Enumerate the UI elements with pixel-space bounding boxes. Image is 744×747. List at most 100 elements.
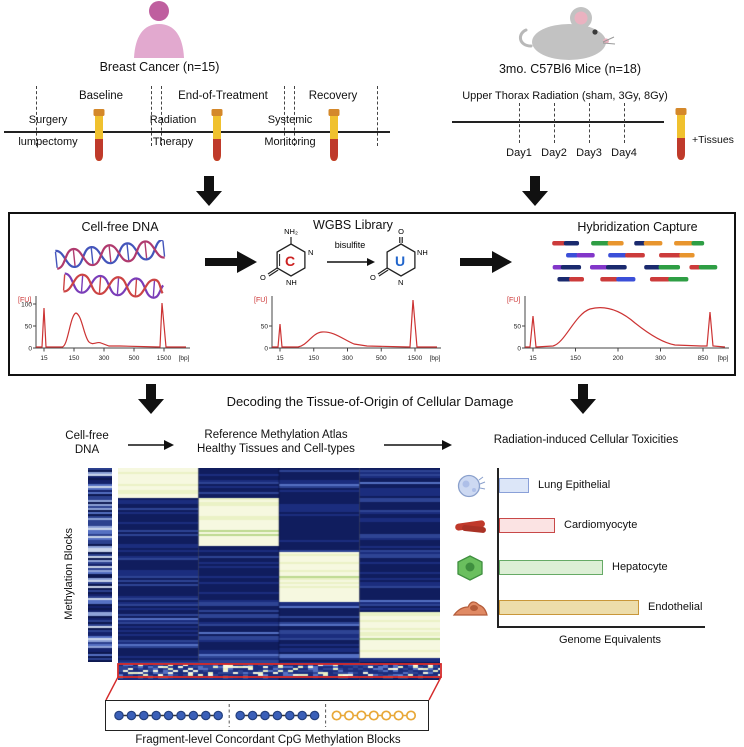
unmethylated-cpg-dot <box>381 710 392 721</box>
cfdna-node-label: Cell-free DNA <box>65 430 109 457</box>
phase-divider <box>36 86 37 146</box>
wgbs-title: WGBS Library <box>313 218 393 232</box>
unmethylated-cpg-dot <box>343 710 355 721</box>
y-unit-label: [FU] <box>507 297 520 304</box>
day-tick <box>519 103 520 143</box>
cfdna-title: Cell-free DNA <box>81 220 159 234</box>
uracil-o-left-label: O <box>370 273 376 282</box>
capture-electropherogram: [FU] 50 0 15 150 200 300 850 [bp] <box>505 290 735 371</box>
cytosine-ring <box>276 243 306 277</box>
y-tick-label: 50 <box>25 324 33 331</box>
methylated-cpg-dot <box>272 710 283 721</box>
genome-equivalents-x-axis <box>497 626 705 628</box>
cardiomyocyte-icon <box>455 520 486 533</box>
endothelial-icon <box>452 601 488 616</box>
methylation-blocks-axis: Methylation Blocks <box>60 468 78 680</box>
phase-label-recovery: Recovery <box>308 90 358 102</box>
cytosine-amine-label: NH₂ <box>284 227 298 236</box>
x-tick-label: 1500 <box>408 355 423 362</box>
x-tick-label: 150 <box>69 355 80 362</box>
phase-divider <box>151 86 152 146</box>
tissues-label: +Tissues <box>692 134 734 146</box>
unmethylated-cpg-dot <box>393 710 404 721</box>
y-tick-label: 100 <box>21 302 32 309</box>
cytosine-letter: C <box>285 253 295 269</box>
day-label: Day3 <box>576 147 602 159</box>
cytosine-n-label: N <box>308 248 313 257</box>
methylated-cpg-dot <box>114 710 124 721</box>
x-tick-label: 15 <box>529 355 537 362</box>
down-arrow-icon <box>196 176 222 206</box>
x-tick-label: 150 <box>570 355 581 362</box>
legend-bar <box>499 478 529 493</box>
y-unit-label: [FU] <box>18 297 31 304</box>
day-label: Day2 <box>541 147 567 159</box>
flow-arrow-icon <box>128 440 174 450</box>
y-tick-label: 0 <box>28 346 32 353</box>
x-unit-label: [bp] <box>718 355 729 362</box>
day-tick <box>589 103 590 143</box>
methylated-cpg-dot <box>235 710 245 721</box>
fragment-dots-art <box>114 704 417 727</box>
cell-type-legend: Lung Epithelial Cardiomyocyte Hepatocyte <box>450 464 744 660</box>
workflow-box: Cell-free DNA <box>8 212 736 376</box>
methylated-cpg-dot <box>213 710 223 721</box>
stage-label-therapy: Therapy <box>152 136 194 148</box>
y-tick-label: 50 <box>514 324 522 331</box>
x-tick-label: 200 <box>613 355 624 362</box>
methylated-cpg-dot <box>309 710 320 721</box>
hepatocyte-icon <box>457 555 483 581</box>
methylated-cpg-dot <box>260 710 270 721</box>
legend-label: Cardiomyocyte <box>564 519 638 531</box>
unmethylated-cpg-dot <box>368 710 379 721</box>
methylated-cpg-dot <box>126 710 137 721</box>
x-tick-label: 500 <box>129 355 140 362</box>
methylated-cpg-dot <box>176 710 186 721</box>
day-tick <box>554 103 555 143</box>
y-tick-label: 0 <box>517 346 521 353</box>
phase-divider <box>284 86 285 146</box>
down-arrow-icon <box>570 384 596 414</box>
cfdna-methylation-strip <box>88 468 112 662</box>
down-arrow-icon <box>138 384 164 414</box>
y-tick-label: 50 <box>261 324 269 331</box>
bisulfite-conversion-diagram: NH₂ N NH O C bisulfite O NH N O U <box>260 227 428 287</box>
uracil-letter: U <box>395 253 405 269</box>
uracil-nh-label: NH <box>417 248 428 257</box>
methylated-cpg-dot <box>297 710 307 721</box>
methylated-cpg-dot <box>163 710 174 721</box>
capture-fragments-art <box>552 241 718 282</box>
unmethylated-cpg-dot <box>331 710 342 721</box>
methylated-cpg-dot <box>285 710 295 721</box>
methylated-cpg-dot <box>151 710 161 721</box>
y-tick-label: 0 <box>264 346 268 353</box>
blood-tube-icon <box>675 108 687 160</box>
phase-label-baseline: Baseline <box>78 90 124 102</box>
breast-cancer-title: Breast Cancer (n=15) <box>99 60 220 74</box>
bisulfite-arrow-icon <box>367 258 375 266</box>
stage-label-monitoring: Monitoring <box>264 136 316 148</box>
cytosine-nh-label: NH <box>286 278 297 287</box>
legend-label: Endothelial <box>648 601 703 613</box>
x-unit-label: [bp] <box>179 355 190 362</box>
day-tick <box>624 103 625 143</box>
phase-divider <box>377 86 378 146</box>
blood-tube-icon <box>211 109 223 161</box>
wgbs-electropherogram: [FU] 50 0 15 150 300 500 1500 [bp] <box>252 290 447 371</box>
legend-row-cardiomyocyte: Cardiomyocyte <box>450 512 744 540</box>
stage-label-surgery: Surgery <box>28 114 68 126</box>
fragment-zoom-label: Fragment-level Concordant CpG Methylatio… <box>135 734 401 746</box>
mouse-timeline-line <box>452 121 664 123</box>
methylated-cpg-dot <box>247 710 258 721</box>
day-label: Day4 <box>611 147 637 159</box>
right-arrow-icon <box>205 251 257 273</box>
person-icon <box>134 1 184 58</box>
legend-row-endothelial: Endothelial <box>450 594 744 622</box>
legend-label: Hepatocyte <box>612 561 668 573</box>
genome-equivalents-label: Genome Equivalents <box>558 634 662 646</box>
mice-title: 3mo. C57Bl6 Mice (n=18) <box>498 62 642 76</box>
legend-bar <box>499 518 555 533</box>
phase-divider <box>294 86 295 146</box>
